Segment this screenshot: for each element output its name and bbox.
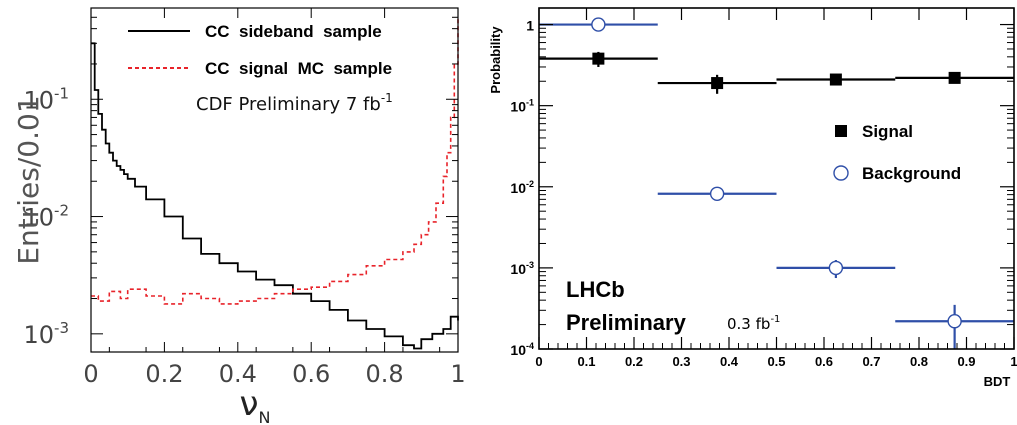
right-annotation-preliminary: Preliminary	[566, 310, 687, 335]
left-x-axis-label-sub: N	[259, 408, 271, 425]
right-legend-label-1: Background	[862, 164, 961, 183]
left-axes-layer: 0 0.2 0.4 0.6 0.8 1 10-1 10-2 10-3	[23, 8, 466, 388]
left-plot-frame	[90, 7, 459, 353]
right-x-tick-label: 0.3	[672, 354, 690, 369]
left-series-layer	[91, 17, 459, 350]
left-chart: 0 0.2 0.4 0.6 0.8 1 10-1 10-2 10-3 CC sideband s…	[12, 7, 466, 425]
right-annotation-lumi-text: 0.3 fb	[727, 315, 770, 333]
left-y-axis-label: Entries/0.01	[12, 95, 45, 264]
right-annotation-lumi: 0.3 fb-1	[727, 314, 780, 333]
right-y-tick-label: 10-3	[510, 260, 534, 277]
right-x-axis-label: BDT	[984, 374, 1011, 389]
right-y-axis-label: Probability	[488, 26, 503, 94]
left-x-tick-label: 0.6	[292, 360, 330, 388]
right-x-tick-label: 0.4	[720, 354, 739, 369]
right-point-background-0	[591, 17, 606, 32]
left-x-tick-label: 1	[450, 360, 465, 388]
left-annotation: CDF Preliminary 7 fb-1	[196, 91, 393, 115]
right-y-tick-label: 10-1	[510, 98, 534, 115]
left-x-axis-label: νN	[240, 384, 271, 425]
left-annotation-sup: -1	[381, 91, 393, 105]
right-axes-layer: 0 0.1 0.2 0.3 0.4 0.5 0.6 0.7 0.8 0.9 1 1 10-1 10-2 10…	[510, 8, 1017, 369]
left-x-tick-label: 0	[83, 360, 98, 388]
right-point-background-1	[709, 186, 725, 201]
left-series-line-0	[91, 42, 459, 350]
right-legend-swatch-1	[833, 165, 849, 181]
right-x-tick-label: 0.9	[957, 354, 975, 369]
left-x-tick-label: 0.2	[145, 360, 183, 388]
right-point-signal-0	[592, 52, 605, 65]
right-y-tick-label: 10-4	[510, 341, 534, 358]
left-annotation-text: CDF Preliminary 7 fb	[196, 94, 381, 115]
right-legend-swatch-0	[835, 125, 847, 137]
left-y-tick-label: 10-2	[23, 202, 69, 232]
right-x-tick-label: 0.2	[625, 354, 643, 369]
left-x-tick-label: 0.8	[366, 360, 404, 388]
right-point-background-2	[828, 260, 844, 276]
right-series-layer	[539, 17, 1014, 349]
right-legend-label-0: Signal	[862, 122, 913, 141]
right-x-tick-label: 0.8	[910, 354, 928, 369]
right-point-signal-2	[829, 73, 842, 86]
right-point-signal-1	[711, 77, 724, 90]
right-point-background-3	[947, 314, 962, 329]
right-x-tick-label: 0.5	[767, 354, 785, 369]
left-legend-label-0: CC sideband sample	[205, 22, 382, 41]
right-legend: Signal Background	[833, 122, 961, 183]
left-y-tick-label: 10-1	[23, 84, 69, 114]
right-point-signal-3	[948, 71, 961, 84]
right-annotation-lumi-sup: -1	[770, 314, 780, 325]
right-x-tick-label: 0.1	[577, 354, 595, 369]
right-x-tick-label: 1	[1010, 354, 1017, 369]
right-chart: 0 0.1 0.2 0.3 0.4 0.5 0.6 0.7 0.8 0.9 1 1 10-1 10-2 10…	[488, 7, 1017, 389]
left-legend: CC sideband sample CC signal MC sample	[128, 22, 392, 78]
right-x-tick-label: 0	[535, 354, 542, 369]
left-x-tick-label: 0.4	[219, 360, 257, 388]
left-legend-label-1: CC signal MC sample	[205, 59, 392, 78]
left-x-axis-label-main: ν	[240, 384, 259, 424]
right-x-tick-label: 0.7	[862, 354, 880, 369]
right-x-tick-label: 0.6	[815, 354, 833, 369]
right-annotation-lhcb: LHCb	[566, 277, 625, 302]
left-series-line-1	[91, 17, 459, 305]
right-y-tick-label: 10-2	[510, 179, 534, 196]
left-y-tick-label: 10-3	[23, 319, 69, 349]
right-y-tick-label: 1	[526, 18, 534, 34]
